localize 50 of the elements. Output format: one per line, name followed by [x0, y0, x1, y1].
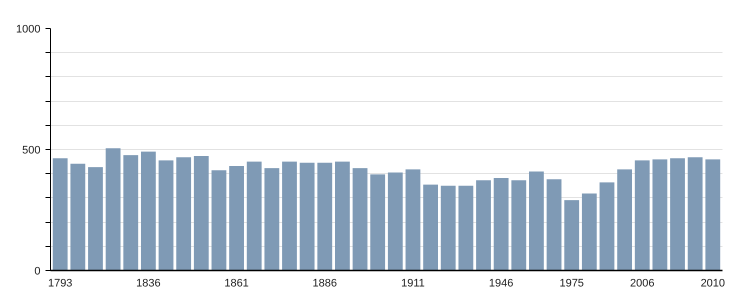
bar — [176, 157, 192, 270]
bar — [529, 172, 544, 270]
bar — [212, 170, 226, 270]
x-tick-label: 1793 — [48, 278, 72, 290]
bar — [194, 156, 209, 270]
bar — [688, 157, 703, 270]
bar — [158, 160, 174, 270]
bar — [634, 160, 650, 270]
bar — [494, 178, 509, 270]
bar — [652, 159, 668, 270]
bar — [335, 162, 350, 270]
bar — [600, 182, 614, 270]
bar — [264, 168, 280, 270]
bar — [440, 186, 456, 270]
x-tick-label: 1975 — [559, 278, 584, 290]
x-tick-label: 1911 — [401, 278, 425, 290]
bar — [582, 194, 597, 270]
x-tick-label: 1946 — [488, 278, 514, 290]
bar — [52, 158, 68, 270]
bar — [388, 172, 403, 270]
bar — [123, 155, 138, 270]
bar — [140, 152, 156, 270]
bar — [511, 180, 526, 270]
y-tick-label: 0 — [34, 266, 41, 278]
bar — [300, 162, 315, 270]
bar — [406, 169, 420, 270]
x-tick-label: 1886 — [312, 278, 338, 290]
bar — [352, 168, 368, 270]
bar — [246, 162, 262, 270]
bar — [705, 159, 720, 270]
y-tick-label: 500 — [22, 144, 41, 156]
y-tick-label: 1000 — [16, 24, 41, 36]
bar — [317, 162, 332, 270]
bar — [423, 184, 438, 270]
x-tick-label: 2006 — [630, 278, 654, 290]
bar — [70, 164, 86, 270]
x-tick-label: 1861 — [224, 278, 249, 290]
bar — [282, 162, 297, 270]
bar — [476, 180, 491, 270]
bar — [670, 158, 685, 270]
bar — [88, 167, 103, 270]
bar — [564, 200, 580, 270]
bar — [106, 148, 121, 270]
bar — [229, 166, 244, 270]
bar — [370, 174, 386, 270]
x-tick-label: 1836 — [136, 278, 161, 290]
bar — [617, 169, 632, 270]
bar — [458, 186, 474, 270]
x-tick-label: 2010 — [700, 278, 726, 290]
bar — [546, 179, 562, 270]
